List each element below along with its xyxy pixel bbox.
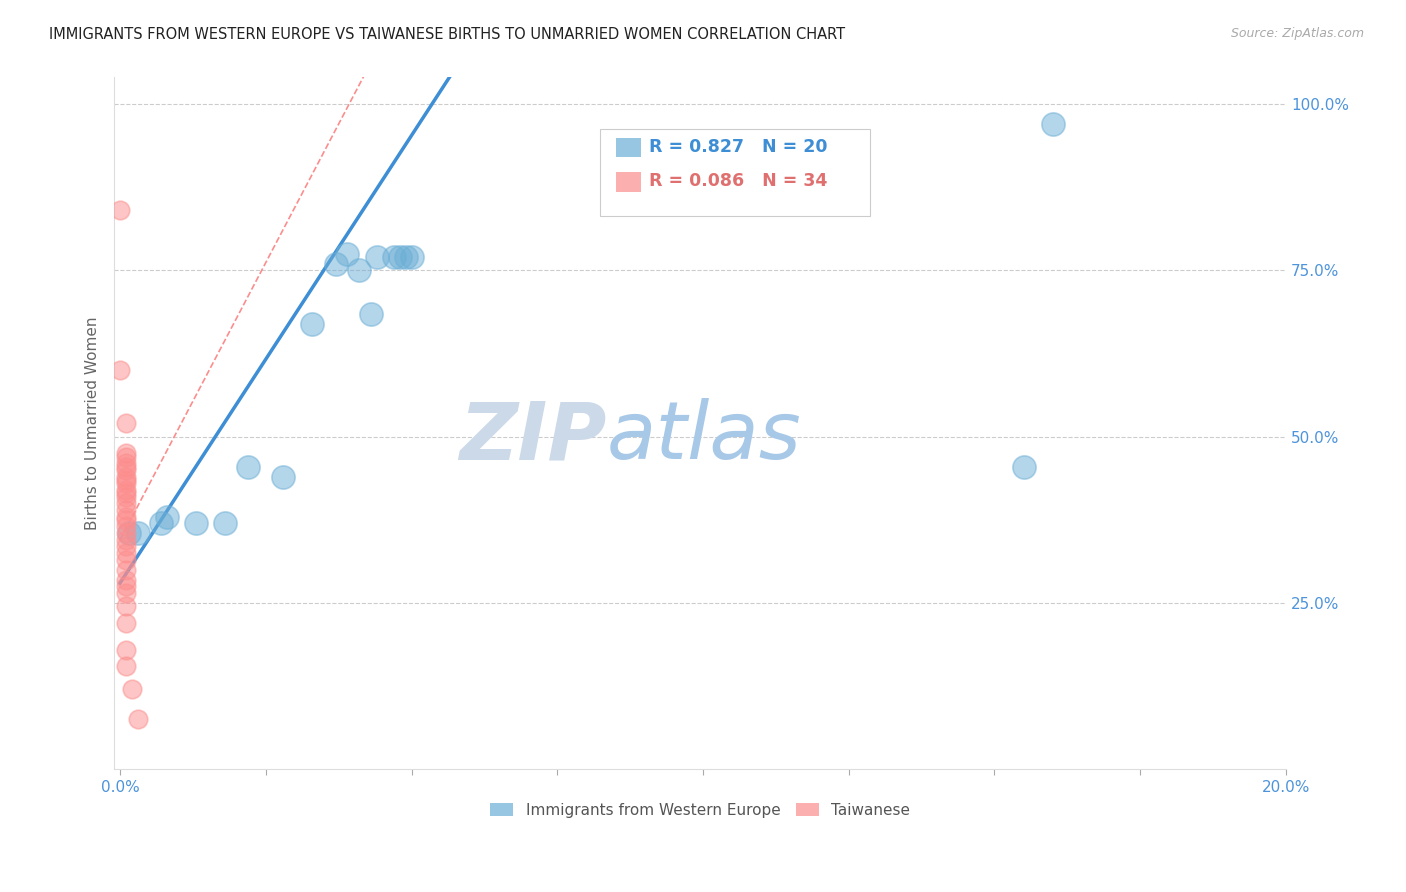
Text: ZIP: ZIP bbox=[458, 398, 606, 476]
Point bbox=[115, 586, 138, 600]
Text: IMMIGRANTS FROM WESTERN EUROPE VS TAIWANESE BIRTHS TO UNMARRIED WOMEN CORRELATIO: IMMIGRANTS FROM WESTERN EUROPE VS TAIWAN… bbox=[49, 27, 845, 42]
Bar bbox=[616, 137, 641, 157]
FancyBboxPatch shape bbox=[600, 129, 870, 216]
Point bbox=[115, 469, 138, 483]
Point bbox=[115, 509, 138, 524]
Point bbox=[115, 659, 138, 673]
Point bbox=[115, 459, 138, 474]
Point bbox=[115, 553, 138, 567]
Point bbox=[115, 486, 138, 500]
Point bbox=[115, 615, 138, 630]
Point bbox=[366, 250, 388, 264]
Point bbox=[127, 713, 149, 727]
Point bbox=[115, 546, 138, 560]
Point bbox=[115, 540, 138, 554]
Point bbox=[127, 526, 149, 541]
Text: Source: ZipAtlas.com: Source: ZipAtlas.com bbox=[1230, 27, 1364, 40]
Point bbox=[401, 250, 423, 264]
Point bbox=[115, 519, 138, 533]
Point bbox=[1042, 117, 1064, 131]
Point bbox=[1012, 459, 1035, 474]
Point bbox=[115, 579, 138, 593]
Text: R = 0.827   N = 20: R = 0.827 N = 20 bbox=[648, 137, 827, 155]
Point bbox=[347, 263, 370, 277]
Point bbox=[115, 526, 138, 541]
Point bbox=[115, 563, 138, 577]
Point bbox=[115, 513, 138, 527]
Point bbox=[336, 246, 359, 260]
Point bbox=[115, 496, 138, 510]
Point bbox=[115, 490, 138, 504]
Y-axis label: Births to Unmarried Women: Births to Unmarried Women bbox=[86, 317, 100, 530]
Point bbox=[325, 257, 347, 271]
Point bbox=[301, 317, 323, 331]
Point bbox=[115, 642, 138, 657]
Point bbox=[115, 533, 138, 547]
Legend: Immigrants from Western Europe, Taiwanese: Immigrants from Western Europe, Taiwanes… bbox=[484, 797, 915, 824]
Point bbox=[115, 503, 138, 517]
Point bbox=[115, 483, 138, 497]
Text: atlas: atlas bbox=[606, 398, 801, 476]
Point bbox=[184, 516, 207, 531]
Point bbox=[108, 203, 131, 218]
Point bbox=[395, 250, 418, 264]
Point bbox=[360, 307, 382, 321]
Point bbox=[118, 526, 141, 541]
Point bbox=[108, 363, 131, 377]
Point bbox=[115, 456, 138, 470]
Point bbox=[115, 417, 138, 431]
Point bbox=[115, 446, 138, 460]
Point bbox=[121, 682, 143, 697]
Point bbox=[115, 599, 138, 614]
Point bbox=[214, 516, 236, 531]
Point bbox=[149, 516, 172, 531]
Point bbox=[271, 469, 294, 483]
Bar bbox=[616, 172, 641, 192]
Point bbox=[115, 573, 138, 587]
Point bbox=[115, 476, 138, 491]
Text: R = 0.086   N = 34: R = 0.086 N = 34 bbox=[648, 172, 827, 190]
Point bbox=[115, 463, 138, 477]
Point bbox=[388, 250, 411, 264]
Point bbox=[382, 250, 405, 264]
Point bbox=[115, 450, 138, 464]
Point bbox=[238, 459, 260, 474]
Point bbox=[115, 473, 138, 487]
Point bbox=[156, 509, 179, 524]
